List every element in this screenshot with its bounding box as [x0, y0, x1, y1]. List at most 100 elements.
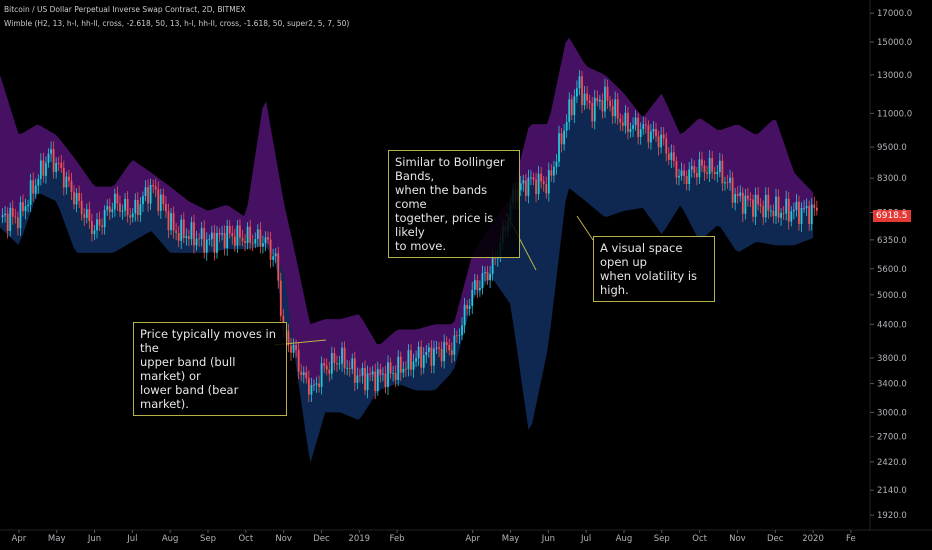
candle-body	[361, 367, 364, 376]
candle-body	[259, 229, 262, 247]
candle-body	[231, 233, 234, 237]
candle-body	[320, 363, 323, 387]
candle-body	[213, 232, 216, 253]
candle-body	[581, 76, 583, 106]
y-tick-label: 3000.0	[877, 408, 907, 418]
candle-body	[616, 99, 619, 119]
y-tick-label: 2420.0	[877, 458, 907, 468]
candle-body	[394, 373, 397, 380]
candle-body	[65, 176, 68, 188]
candle-body	[458, 335, 461, 336]
y-tick-label: 5000.0	[877, 291, 907, 301]
candle-body	[652, 128, 655, 132]
candle-body	[754, 194, 757, 217]
candle-body	[200, 228, 203, 240]
candle-body	[297, 349, 300, 372]
candle-body	[328, 369, 331, 374]
candle-body	[443, 342, 446, 362]
candle-body	[336, 363, 338, 365]
y-tick-label: 3800.0	[877, 354, 907, 364]
candle-body	[670, 152, 673, 160]
candle-body	[545, 184, 548, 194]
candle-body	[621, 122, 624, 126]
candle-body	[698, 159, 701, 178]
candle-body	[239, 225, 241, 238]
candle-body	[489, 273, 492, 281]
candle-body	[1, 215, 4, 218]
x-tick-label: Jul	[126, 534, 137, 544]
candle-body	[466, 304, 469, 309]
candle-body	[175, 230, 178, 233]
candle-body	[772, 210, 775, 217]
candle-body	[412, 361, 415, 370]
candle-body	[486, 272, 489, 281]
candle-body	[693, 166, 696, 174]
candle-body	[103, 210, 106, 228]
candle-body	[272, 256, 275, 260]
candle-body	[24, 206, 27, 212]
candle-body	[90, 221, 93, 235]
candle-body	[678, 175, 680, 178]
annotation-right: A visual space open up when volatility i…	[593, 236, 715, 302]
candle-body	[4, 213, 7, 216]
candle-body	[295, 345, 298, 350]
time-axis[interactable]: Apr May Jun Jul Aug Sep Oct Nov Dec 2019 Feb Apr May…	[12, 530, 856, 544]
candle-body	[463, 304, 466, 326]
candle-body	[343, 347, 346, 369]
candle-body	[244, 241, 246, 244]
candle-body	[769, 210, 772, 212]
y-tick-label: 8300.0	[877, 174, 907, 184]
candle-body	[604, 86, 606, 112]
indicator-label[interactable]: Wimble (H2, 13, h-l, hh-ll, cross, -2.61…	[4, 19, 350, 28]
candle-body	[262, 243, 264, 247]
candle-body	[287, 331, 290, 346]
candle-body	[269, 239, 272, 260]
candle-body	[792, 209, 795, 212]
x-tick-label: Feb	[390, 534, 405, 544]
candle-body	[88, 209, 91, 222]
candle-body	[685, 175, 688, 184]
candle-body	[210, 232, 213, 240]
candle-body	[119, 203, 121, 212]
candle-body	[739, 192, 742, 196]
x-tick-label: Sep	[200, 534, 216, 544]
candle-body	[333, 353, 336, 364]
candle-body	[634, 117, 637, 126]
candle-body	[598, 99, 601, 102]
candle-body	[762, 205, 765, 218]
candle-body	[427, 347, 430, 352]
candle-body	[325, 365, 328, 370]
candle-body	[16, 217, 19, 229]
candle-body	[642, 124, 645, 130]
candle-body	[611, 106, 614, 117]
candle-body	[560, 133, 563, 145]
candle-body	[216, 233, 218, 253]
candle-body	[116, 193, 119, 204]
candle-body	[680, 170, 683, 176]
x-tick-label: Fe	[846, 534, 856, 544]
price-axis[interactable]: 1920.0 2140.0 2420.0 2700.0 3000.0 3400.0 3800…	[870, 9, 912, 521]
candle-body	[703, 165, 706, 173]
candle-body	[254, 239, 257, 244]
candle-body	[790, 211, 793, 222]
candle-body	[330, 353, 333, 374]
candle-body	[182, 219, 185, 238]
candle-body	[256, 229, 259, 240]
candle-body	[629, 128, 632, 132]
candle-body	[108, 206, 111, 213]
candle-body	[144, 187, 147, 197]
candle-body	[695, 173, 698, 178]
x-tick-label: Dec	[767, 534, 784, 544]
x-tick-label: Dec	[313, 534, 330, 544]
candle-body	[586, 93, 589, 101]
candle-body	[236, 225, 239, 246]
candle-body	[121, 210, 124, 212]
candle-body	[522, 180, 525, 184]
x-tick-label: Apr	[12, 534, 27, 544]
candle-body	[279, 280, 282, 317]
candle-body	[218, 233, 221, 235]
candle-body	[662, 134, 665, 139]
candle-body	[111, 209, 114, 213]
candle-body	[591, 102, 594, 122]
